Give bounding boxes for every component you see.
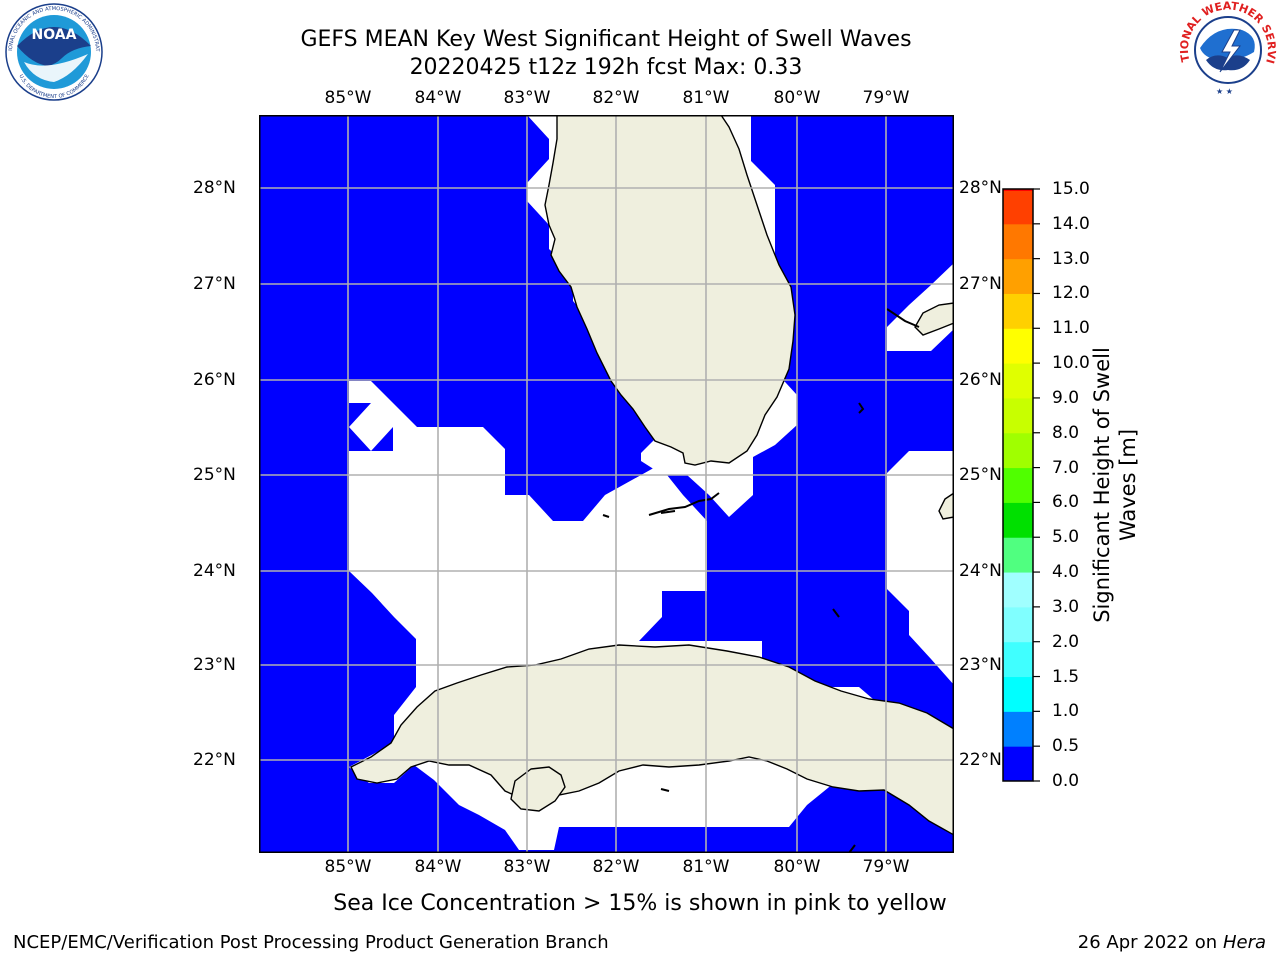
colorbar-tick-label: 8.0	[1052, 422, 1080, 443]
lat-label-right: 26°N	[959, 370, 1002, 390]
colorbar-title-line2: Waves [m]	[1116, 428, 1140, 542]
footer-date-text: 26 Apr 2022 on	[1077, 932, 1223, 953]
colorbar-frame	[1002, 188, 1034, 782]
colorbar-tick-label: 11.0	[1052, 318, 1090, 339]
lon-label-bottom: 85°W	[324, 857, 372, 877]
graticule	[259, 115, 954, 853]
lon-label-bottom: 80°W	[773, 857, 821, 877]
chart-subtitle: 20220425 t12z 192h fcst Max: 0.33	[409, 55, 803, 80]
colorbar-tick-label: 10.0	[1052, 353, 1090, 374]
lon-label-bottom: 84°W	[414, 857, 462, 877]
colorbar-tick-label: 15.0	[1052, 179, 1090, 199]
lon-label-bottom: 79°W	[862, 857, 910, 877]
sea-ice-caption: Sea Ice Concentration > 15% is shown in …	[333, 891, 947, 916]
colorbar-tick-label: 7.0	[1052, 457, 1080, 478]
colorbar-tick-label: 0.5	[1052, 736, 1080, 757]
nws-logo: NATIONAL WEATHER SERVICE ★ ★	[1176, 0, 1278, 97]
noaa-logo: NATIONAL OCEANIC AND ATMOSPHERIC ADMINIS…	[2, 2, 103, 101]
lat-label-left: 25°N	[193, 465, 236, 485]
colorbar	[1002, 188, 1040, 782]
svg-text:★ ★: ★ ★	[1216, 87, 1233, 96]
island-outline	[648, 492, 720, 516]
footer-date: 26 Apr 2022 on Hera	[1078, 932, 1266, 953]
colorbar-swatch	[1003, 397, 1033, 434]
island-outline	[660, 788, 670, 792]
noaa-logo-text: NOAA	[32, 27, 77, 43]
footer-branch: NCEP/EMC/Verification Post Processing Pr…	[13, 932, 609, 953]
island-outline	[602, 514, 610, 518]
lon-label-bottom: 82°W	[592, 857, 640, 877]
colorbar-swatch	[1003, 502, 1033, 538]
colorbar-tick-label: 3.0	[1052, 596, 1080, 617]
colorbar-tick-label: 12.0	[1052, 283, 1090, 304]
map-frame	[259, 115, 954, 853]
island-outline	[858, 402, 865, 414]
colorbar-swatch	[1003, 676, 1033, 712]
colorbar-tick-label: 4.0	[1052, 562, 1080, 583]
colorbar-tick-label: 5.0	[1052, 527, 1080, 548]
bahamas-island-land	[914, 302, 954, 336]
lat-label-right: 25°N	[959, 465, 1002, 485]
colorbar-swatch	[1003, 572, 1033, 608]
colorbar-swatch	[1003, 363, 1033, 399]
lat-label-left: 24°N	[193, 561, 236, 581]
lat-label-left: 22°N	[193, 750, 236, 770]
colorbar-swatch	[1003, 606, 1033, 643]
colorbar-swatch-max	[1003, 189, 1033, 191]
colorbar-tick-label: 0.0	[1052, 771, 1080, 791]
chart-title: GEFS MEAN Key West Significant Height of…	[300, 27, 912, 52]
lat-label-left: 26°N	[193, 370, 236, 390]
lon-label-top: 79°W	[862, 88, 910, 108]
land	[350, 115, 954, 836]
isla-de-la-juventud-land	[510, 766, 566, 812]
lat-label-left: 28°N	[193, 178, 236, 198]
colorbar-swatch	[1003, 711, 1033, 747]
lat-label-right: 24°N	[959, 561, 1002, 581]
lat-label-left: 23°N	[193, 655, 236, 675]
colorbar-swatch	[1003, 432, 1033, 469]
lon-label-top: 84°W	[414, 88, 462, 108]
no-data-bahamas	[887, 263, 954, 685]
colorbar-swatch	[1003, 328, 1033, 364]
colorbar-swatch	[1003, 641, 1033, 678]
colorbar-tick-label: 1.5	[1052, 666, 1080, 687]
bahamas-andros-land	[938, 492, 954, 520]
island-outline	[832, 608, 840, 618]
lon-label-top: 80°W	[773, 88, 821, 108]
colorbar-swatch	[1003, 467, 1033, 503]
lon-label-bottom: 81°W	[682, 857, 730, 877]
colorbar-tick-label: 1.0	[1052, 701, 1080, 722]
lat-label-right: 27°N	[959, 274, 1002, 294]
lon-label-bottom: 83°W	[503, 857, 551, 877]
lat-label-right: 23°N	[959, 655, 1002, 675]
lon-label-top: 85°W	[324, 88, 372, 108]
colorbar-tick-label: 14.0	[1052, 213, 1090, 234]
colorbar-title-line1: Significant Height of Swell	[1090, 347, 1114, 623]
map-panel	[259, 115, 954, 853]
lon-label-top: 82°W	[592, 88, 640, 108]
colorbar-tick-label: 9.0	[1052, 387, 1080, 408]
colorbar-swatch	[1003, 293, 1033, 329]
colorbar-tick-label: 2.0	[1052, 631, 1080, 652]
florida-land	[544, 115, 796, 466]
colorbar-swatch	[1003, 746, 1033, 782]
lat-label-right: 28°N	[959, 178, 1002, 198]
colorbar-swatch	[1003, 537, 1033, 573]
colorbar-tick-label: 13.0	[1052, 248, 1090, 269]
colorbar-swatch	[1003, 258, 1033, 294]
colorbar-tick-label: 6.0	[1052, 492, 1080, 513]
colorbar-swatch	[1003, 223, 1033, 260]
colorbar-swatch	[1003, 189, 1033, 225]
lon-label-top: 81°W	[682, 88, 730, 108]
lat-label-left: 27°N	[193, 274, 236, 294]
footer-system: Hera	[1222, 932, 1266, 953]
island-outline	[660, 510, 676, 514]
lat-label-right: 22°N	[959, 750, 1002, 770]
lon-label-top: 83°W	[503, 88, 551, 108]
island-outline	[886, 308, 920, 328]
